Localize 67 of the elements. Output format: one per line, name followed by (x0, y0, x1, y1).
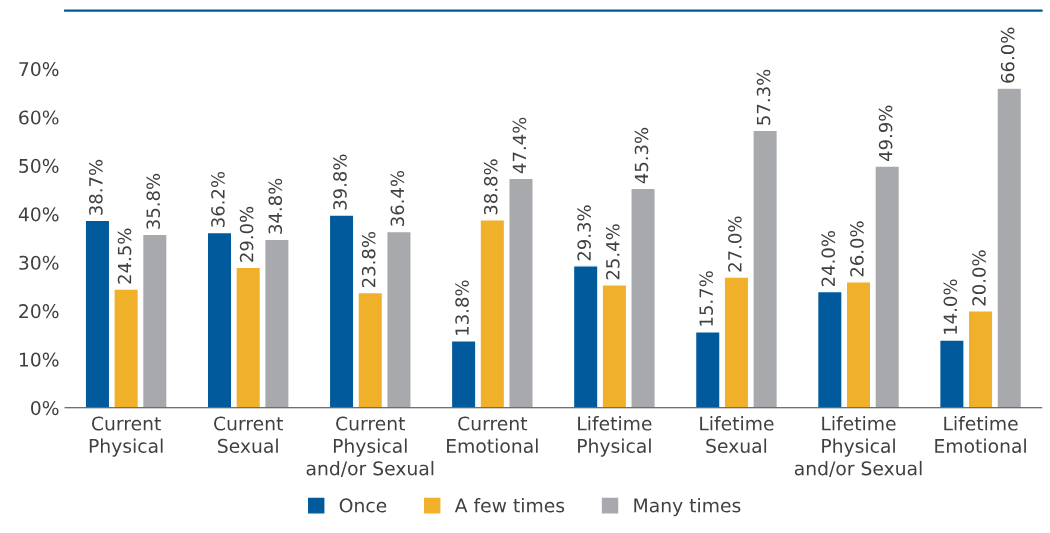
bar (752, 129, 779, 408)
bar (874, 165, 901, 408)
x-tick-label: Current Sexual (214, 416, 283, 454)
bar (967, 310, 994, 408)
legend-label: Once (339, 498, 387, 513)
y-tick-label: 30% (19, 255, 59, 270)
text: 47.4% (512, 117, 527, 174)
text: 36.2% (211, 171, 225, 227)
bar (84, 219, 111, 408)
y-tick-label: 20% (19, 304, 59, 319)
text: 26.0% (850, 221, 864, 277)
text: 24.0% (821, 231, 836, 287)
bar (206, 231, 233, 408)
y-tick-label: 70% (19, 61, 59, 77)
text: 66.0% (1000, 27, 1015, 83)
text: 23.8% (361, 231, 376, 287)
bar (235, 266, 262, 408)
text: 20.0% (972, 250, 986, 306)
text: 13.8% (455, 280, 469, 335)
text: 38.7% (89, 159, 103, 215)
text: 29.0% (239, 206, 254, 262)
text: 15.7% (699, 271, 713, 326)
bar (572, 265, 599, 408)
bar (723, 276, 750, 408)
legend-label: Many times (634, 497, 741, 517)
text: 36.4% (390, 170, 405, 226)
x-tick-label: Lifetime Physical (578, 416, 652, 457)
x-tick-label: Current Emotional (447, 416, 538, 454)
bar (845, 281, 872, 408)
y-tick-label: 0% (31, 400, 59, 416)
text: 57.3% (756, 69, 771, 125)
text: 27.0% (728, 216, 742, 272)
bar (450, 340, 477, 408)
bar (386, 230, 412, 408)
x-tick-label: Current Physical (89, 416, 163, 457)
text: 24.5% (117, 228, 132, 284)
y-tick-label: 40% (18, 207, 59, 222)
text: 38.8% (483, 159, 498, 215)
x-tick-label: Lifetime Sexual (700, 416, 774, 454)
bar (938, 339, 965, 408)
text: 29.3% (577, 205, 591, 261)
x-tick-label: Lifetime Physical and/or Sexual (794, 416, 922, 477)
x-tick-label: Lifetime Emotional (935, 416, 1026, 454)
x-tick-label: Current Physical and/or Sexual (306, 416, 434, 477)
y-tick-label: 60% (19, 110, 59, 125)
text: 25.4% (605, 224, 620, 280)
bar (508, 177, 534, 408)
text: 34.8% (268, 178, 283, 234)
text: 35.8% (146, 173, 161, 229)
bar (113, 288, 140, 408)
text: 14.0% (943, 279, 958, 334)
legend-label: A few times (454, 497, 565, 513)
bar (996, 87, 1023, 408)
bar (141, 233, 168, 408)
bar (328, 214, 355, 408)
y-tick-label: 50% (19, 158, 59, 174)
bar (479, 219, 506, 408)
bar (816, 290, 843, 408)
bar (263, 238, 290, 408)
bar (630, 187, 656, 408)
y-tick-label: 10% (19, 352, 59, 367)
bar (357, 291, 384, 408)
text: 39.8% (333, 154, 347, 210)
bar (694, 331, 721, 408)
text: 49.9% (878, 105, 893, 162)
bar (601, 284, 628, 408)
text: 45.3% (634, 127, 649, 184)
